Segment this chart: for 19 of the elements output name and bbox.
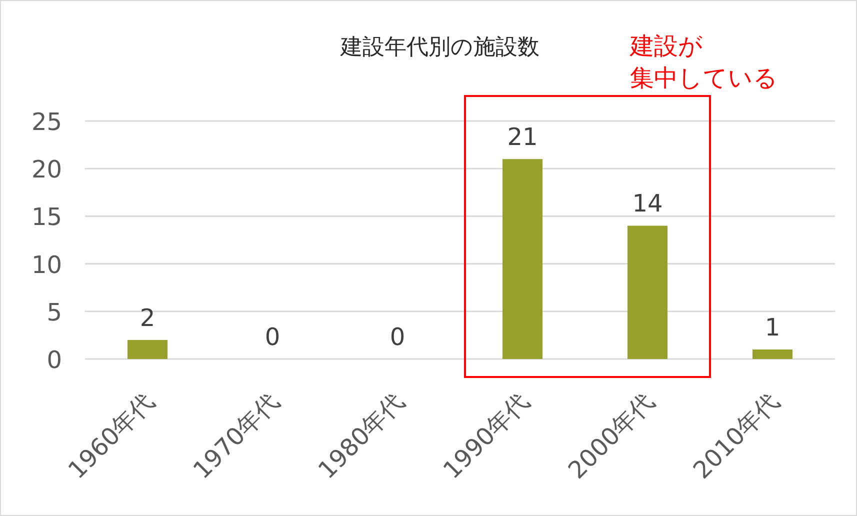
- y-tick-label: 10: [31, 250, 62, 279]
- data-label: 14: [632, 190, 663, 218]
- bar: [752, 349, 792, 359]
- y-tick-label: 25: [31, 108, 62, 136]
- chart-title: 建設年代別の施設数: [340, 35, 540, 60]
- data-label: 21: [507, 123, 538, 152]
- data-label: 1: [764, 313, 780, 342]
- bar: [628, 226, 668, 359]
- bar: [128, 340, 168, 359]
- bar: [502, 159, 542, 359]
- data-label: 0: [264, 323, 280, 351]
- y-tick-label: 15: [31, 203, 62, 232]
- y-tick-label: 20: [31, 156, 62, 184]
- text: 建設が: [629, 32, 703, 60]
- y-tick-label: 0: [46, 346, 62, 374]
- text: 集中している: [630, 64, 778, 92]
- data-label: 2: [140, 304, 156, 332]
- data-label: 0: [390, 323, 406, 351]
- y-tick-label: 5: [46, 298, 62, 326]
